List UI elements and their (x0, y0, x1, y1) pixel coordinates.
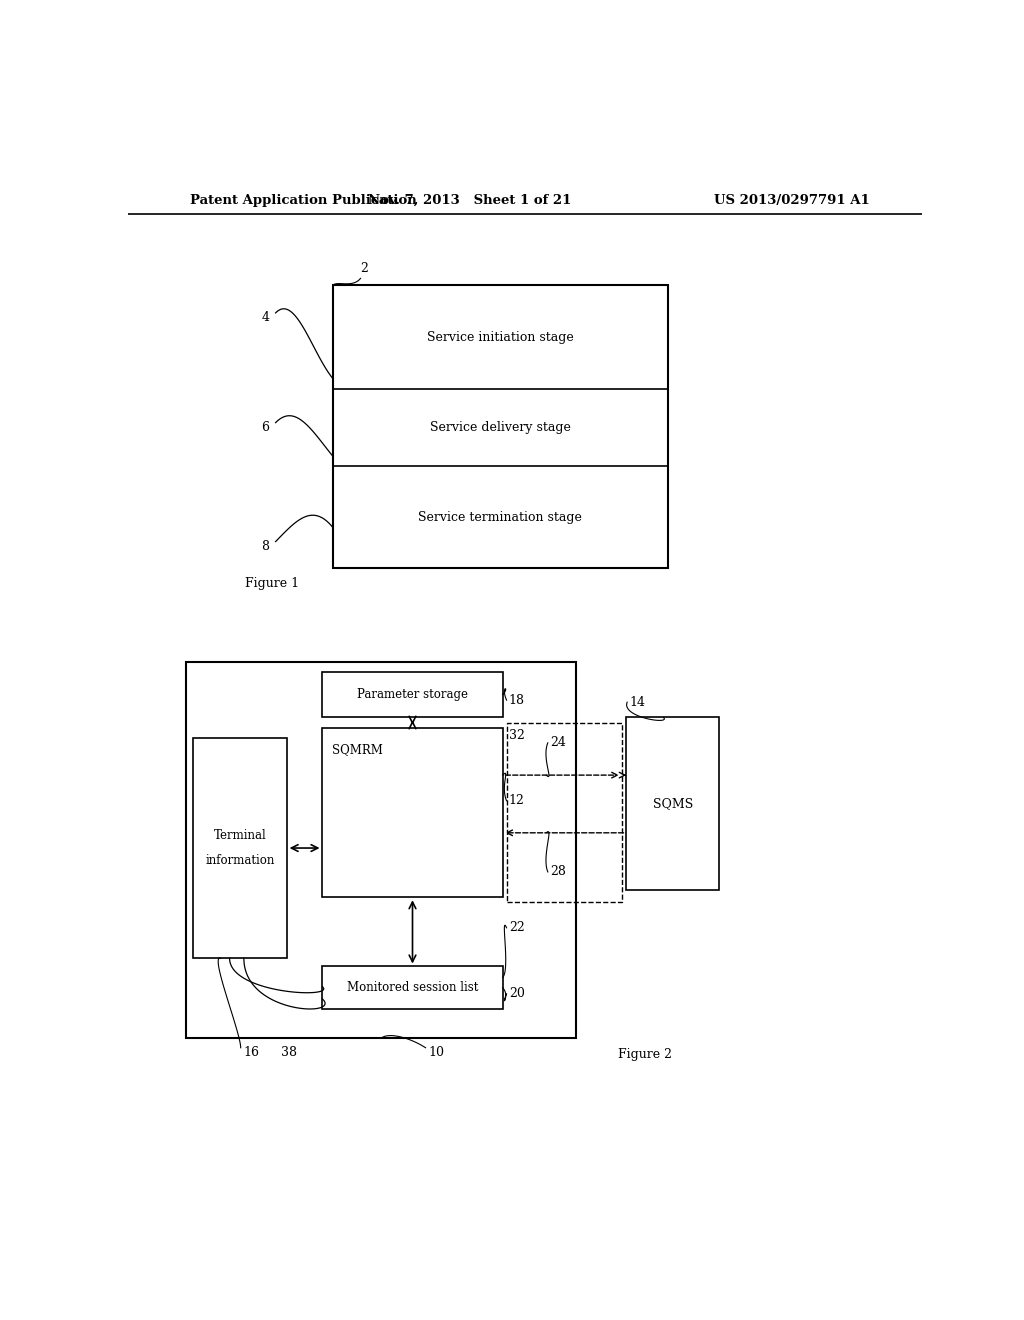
Text: Parameter storage: Parameter storage (357, 688, 468, 701)
Text: Service initiation stage: Service initiation stage (427, 330, 573, 343)
Text: Nov. 7, 2013   Sheet 1 of 21: Nov. 7, 2013 Sheet 1 of 21 (368, 194, 571, 206)
Bar (333, 285, 668, 568)
Text: information: information (205, 854, 274, 867)
Text: 8: 8 (261, 540, 269, 553)
Text: SQMS: SQMS (652, 797, 693, 810)
Text: 22: 22 (509, 921, 524, 935)
Text: Monitored session list: Monitored session list (347, 981, 478, 994)
Text: SQMRM: SQMRM (332, 743, 383, 756)
Text: Service termination stage: Service termination stage (418, 511, 582, 524)
Text: 14: 14 (630, 696, 645, 709)
Text: US 2013/0297791 A1: US 2013/0297791 A1 (715, 194, 870, 206)
Bar (194, 738, 287, 958)
Text: 12: 12 (509, 795, 525, 808)
Text: 38: 38 (282, 1047, 297, 1060)
Text: 16: 16 (243, 1047, 259, 1060)
Text: 32: 32 (509, 729, 525, 742)
Text: 18: 18 (509, 693, 525, 706)
Text: Patent Application Publication: Patent Application Publication (189, 194, 417, 206)
Text: 28: 28 (550, 866, 566, 878)
Text: Terminal: Terminal (214, 829, 266, 842)
Text: 10: 10 (428, 1047, 444, 1060)
Text: Figure 1: Figure 1 (246, 577, 300, 590)
Bar (507, 722, 622, 903)
Text: 4: 4 (261, 312, 269, 325)
Text: 2: 2 (360, 263, 369, 276)
Bar (323, 672, 503, 718)
Bar (323, 727, 503, 898)
Text: Service delivery stage: Service delivery stage (430, 421, 570, 434)
Text: Figure 2: Figure 2 (618, 1048, 673, 1061)
Text: 6: 6 (261, 421, 269, 434)
Bar (323, 966, 503, 1008)
Bar (627, 718, 719, 890)
Text: 20: 20 (509, 987, 525, 1001)
Bar (186, 661, 577, 1038)
Text: 24: 24 (550, 737, 566, 750)
